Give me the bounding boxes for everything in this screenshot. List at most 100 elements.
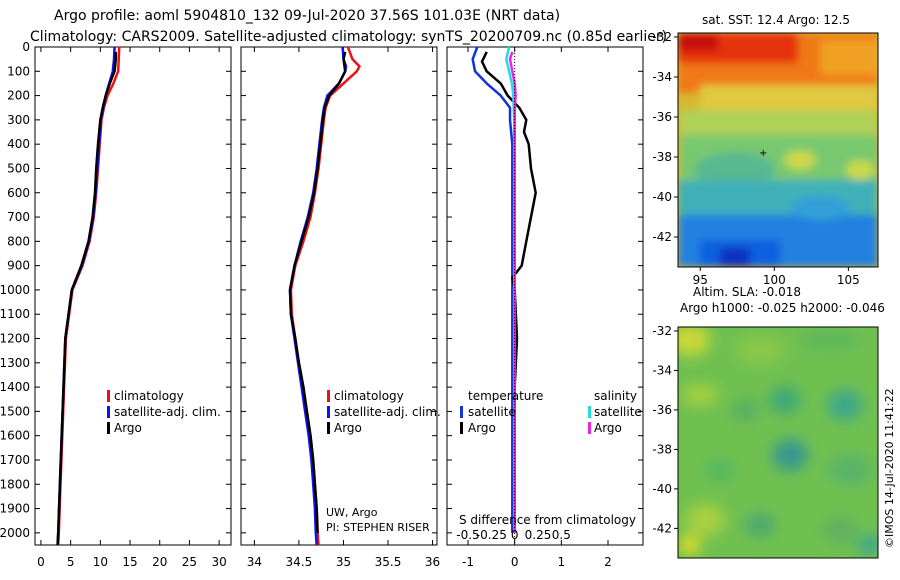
depth-tick-label: 300 [7, 113, 30, 127]
title-line-1: Argo profile: aoml 5904810_132 09-Jul-20… [54, 8, 560, 24]
credit-line-1: UW, Argo [326, 506, 378, 519]
depth-tick-label: 1300 [0, 356, 30, 370]
lat-tick-label: -40 [652, 482, 672, 496]
legend-temp-satellite-label: satellite [468, 405, 516, 419]
legend-satellite-label: satellite-adj. clim. [334, 405, 441, 419]
legend-salinity-title: salinity [594, 389, 637, 403]
legend-climatology-swatch [327, 390, 330, 402]
depth-tick-label: 1000 [0, 283, 30, 297]
credit-line-2: PI: STEPHEN RISER [326, 521, 430, 534]
temperature-panel-frame [34, 46, 232, 546]
depth-tick-label: 1100 [0, 307, 30, 321]
legend-climatology-swatch [107, 390, 110, 402]
legend-temp-argo-swatch [460, 422, 463, 434]
temperature-series [56, 46, 121, 546]
lon-tick-label: 95 [693, 273, 708, 287]
legend-argo-label: Argo [334, 421, 362, 435]
depth-tick-label: 1900 [0, 502, 30, 516]
argo-position-marker-sst: + [759, 148, 767, 159]
depth-tick-label: 1400 [0, 380, 30, 394]
lat-tick-label: -34 [652, 363, 672, 377]
depth-tick-label: 1200 [0, 332, 30, 346]
x-tick-label: 15 [122, 555, 137, 569]
sst-map [678, 33, 878, 267]
lat-tick-label: -40 [652, 190, 672, 204]
depth-tick-label: 500 [7, 161, 30, 175]
x-tick-label: 34 [247, 555, 262, 569]
lat-tick-label: -42 [652, 230, 672, 244]
difference-legend: temperature satellite Argo salinity sate… [460, 389, 642, 435]
sst-map-frame [677, 32, 879, 268]
depth-tick-label: 800 [7, 234, 30, 248]
legend-argo-label: Argo [114, 421, 142, 435]
x-tick-label: 10 [93, 555, 108, 569]
legend-sal-argo-swatch [588, 422, 591, 434]
argo-line [288, 51, 347, 533]
depth-tick-label: 1800 [0, 477, 30, 491]
secondary-tick-label: 0.25 [525, 528, 552, 542]
lat-tick-label: -38 [652, 150, 672, 164]
legend-climatology-label: climatology [114, 389, 184, 403]
x-tick-label: -1 [462, 555, 474, 569]
sla-map [678, 327, 878, 558]
sla-map-frame [677, 326, 879, 559]
depth-axis: 0 100 200 300 400 500 600 700 800 900 1000 1100 1200… [0, 40, 643, 540]
temperature-legend: climatology satellite-adj. clim. Argo [107, 389, 221, 435]
x-tick-label: 25 [182, 555, 197, 569]
legend-satellite-swatch [327, 406, 330, 418]
salinity-legend: climatology satellite-adj. clim. Argo [327, 389, 441, 435]
x-tick-label: 30 [211, 555, 226, 569]
legend-satellite-label: satellite-adj. clim. [114, 405, 221, 419]
depth-tick-label: 600 [7, 186, 30, 200]
depth-tick-label: 900 [7, 259, 30, 273]
satellite-adj-clim-line [288, 46, 348, 546]
x-tick-label: 35.5 [375, 555, 402, 569]
legend-temperature-title: temperature [468, 389, 543, 403]
temp-argo-diff-line [480, 51, 537, 533]
watermark: ©IMOS 14-Jul-2020 11:41:22 [883, 388, 896, 548]
depth-tick-label: 1500 [0, 404, 30, 418]
legend-temp-argo-label: Argo [468, 421, 496, 435]
depth-tick-label: 200 [7, 89, 30, 103]
lon-tick-label: 105 [837, 273, 860, 287]
lat-tick-label: -32 [652, 30, 672, 44]
legend-sal-argo-label: Argo [594, 421, 622, 435]
secondary-tick-label: 0 [511, 528, 519, 542]
sst-map-title: sat. SST: 12.4 Argo: 12.5 [702, 13, 850, 27]
salinity-difference-scale: -0.5-0.25 0 0.25 0.5 [456, 528, 571, 542]
lat-tick-label: -42 [652, 521, 672, 535]
difference-series [471, 46, 537, 545]
legend-sal-satellite-label: satellite [594, 405, 642, 419]
sst-map-axes: -32 -34 -36 -38 -40 -42 95 100 105 [652, 30, 859, 287]
lat-tick-label: -36 [652, 403, 672, 417]
x-tick-label: 1 [558, 555, 566, 569]
lon-tick-label: 100 [763, 273, 786, 287]
x-tick-label: 34.5 [286, 555, 313, 569]
x-tick-label: 35 [336, 555, 351, 569]
x-tick-label: 2 [604, 555, 612, 569]
x-tick-label: 0 [37, 555, 45, 569]
lat-tick-label: -36 [652, 110, 672, 124]
sla-map-axes: -32 -34 -36 -38 -40 -42 [652, 324, 678, 535]
climatology-line [56, 46, 121, 546]
depth-tick-label: 700 [7, 210, 30, 224]
temp-satellite-diff-line [471, 46, 514, 533]
lat-tick-label: -32 [652, 324, 672, 338]
salinity-x-axis: 34 34.5 35 35.5 36 [247, 47, 440, 569]
legend-climatology-label: climatology [334, 389, 404, 403]
depth-tick-label: 1700 [0, 453, 30, 467]
depth-tick-label: 2000 [0, 526, 30, 540]
legend-temp-satellite-swatch [460, 406, 463, 418]
temperature-x-axis: 0 5 10 15 20 25 30 [37, 47, 227, 569]
secondary-tick-label: 0.5 [552, 528, 571, 542]
depth-tick-label: 100 [7, 64, 30, 78]
x-tick-label: 0 [511, 555, 519, 569]
satellite-adj-clim-line [56, 46, 116, 546]
depth-tick-label: 1600 [0, 429, 30, 443]
sal-argo-diff-line [508, 51, 517, 533]
secondary-tick-label: -0.5 [456, 528, 479, 542]
legend-argo-swatch [107, 422, 110, 434]
depth-tick-label: 0 [22, 40, 30, 54]
difference-panel-frame [446, 46, 644, 546]
